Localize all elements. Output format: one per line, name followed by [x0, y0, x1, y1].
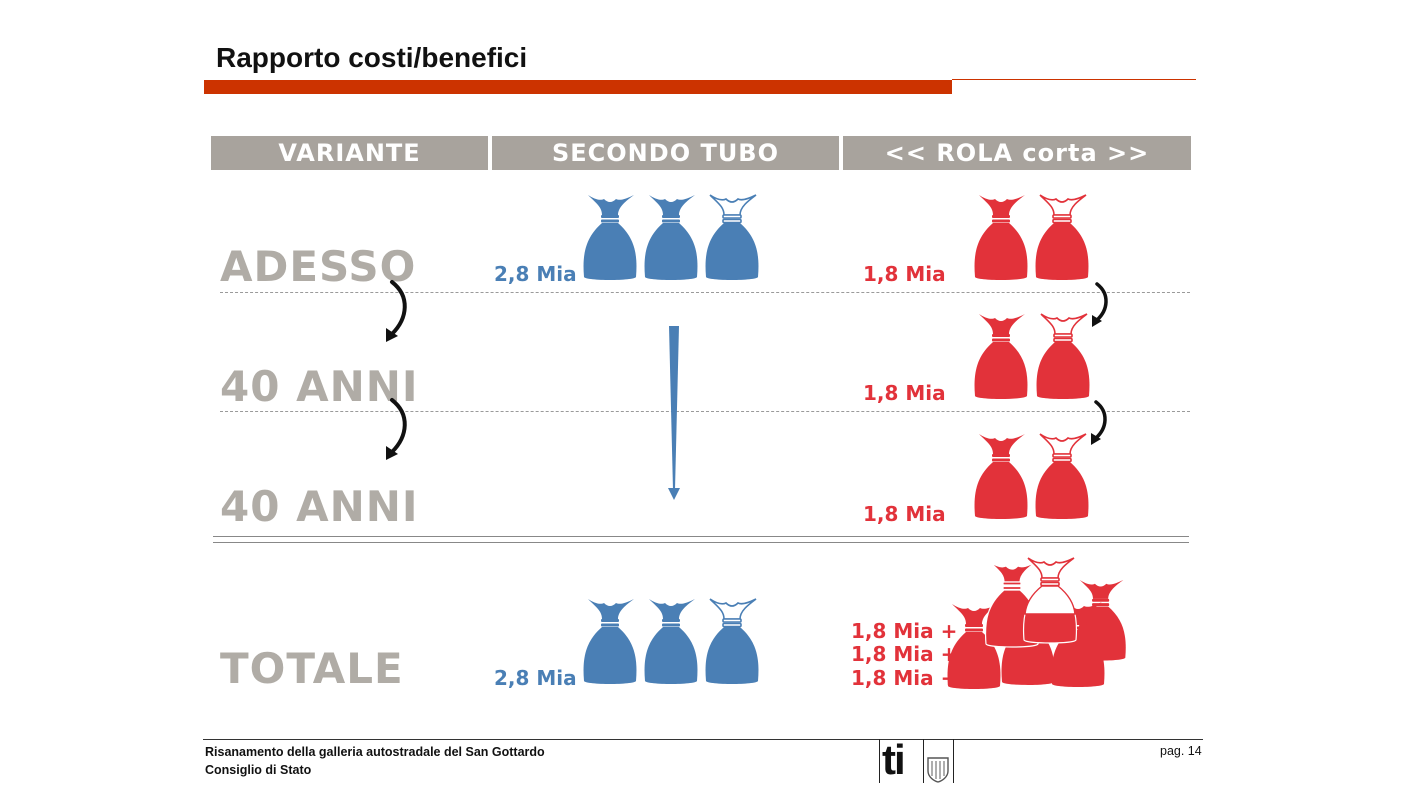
row-label-adesso: ADESSO — [220, 242, 417, 291]
secondo-tubo-adesso-amount: 2,8 Mia — [494, 262, 577, 286]
money-bag-icon — [1035, 433, 1089, 519]
money-bag-icon — [705, 194, 759, 280]
row-label-40-anni-1: 40 ANNI — [220, 362, 419, 411]
money-bag-icon — [974, 434, 1028, 519]
rola-40-anni-2-amount: 1,8 Mia — [863, 502, 946, 526]
row-label-40-anni-2: 40 ANNI — [220, 482, 419, 531]
title-accent-bar — [204, 80, 952, 94]
footer-rule — [203, 739, 1203, 740]
ticino-logo: ti — [882, 736, 906, 783]
money-bag-icon — [705, 598, 759, 684]
header-rola-corta: << ROLA corta >> — [843, 136, 1191, 170]
money-bag-icon — [1022, 557, 1078, 644]
row-separator — [220, 292, 1190, 293]
curved-arrow-icon — [390, 280, 407, 336]
logo-divider — [953, 739, 954, 783]
header-secondo-tubo: SECONDO TUBO — [492, 136, 839, 170]
total-separator — [213, 536, 1189, 537]
footer-line-2: Consiglio di Stato — [205, 763, 312, 777]
money-bag-icon — [974, 195, 1028, 280]
rola-40-anni-1-amount: 1,8 Mia — [863, 381, 946, 405]
logo-divider — [879, 739, 880, 783]
money-bag-icon — [583, 195, 637, 280]
title-rule — [952, 79, 1196, 80]
curved-arrow-icon — [1095, 282, 1108, 322]
rola-adesso-amount: 1,8 Mia — [863, 262, 946, 286]
money-bag-icon — [974, 314, 1028, 399]
header-variante: VARIANTE — [211, 136, 488, 170]
down-arrow-icon — [668, 326, 680, 500]
curved-arrow-icon — [1094, 400, 1107, 440]
rola-totale-line: 1,8 Mia + — [851, 642, 958, 666]
page-number: pag. 14 — [1160, 744, 1202, 758]
total-separator — [213, 542, 1189, 543]
rola-totale-line: 1,8 Mia + — [851, 619, 958, 643]
money-bag-icon — [583, 599, 637, 684]
row-label-totale: TOTALE — [220, 644, 404, 693]
row-separator — [220, 411, 1190, 412]
ticino-shield-icon — [927, 757, 949, 783]
money-bag-icon — [644, 195, 698, 280]
money-bag-icon — [1035, 194, 1089, 280]
footer-line-1: Risanamento della galleria autostradale … — [205, 745, 545, 759]
money-bag-icon — [1036, 313, 1090, 399]
secondo-tubo-totale-amount: 2,8 Mia — [494, 666, 577, 690]
rola-totale-line: 1,8 Mia + — [851, 666, 958, 690]
logo-divider — [923, 739, 924, 783]
money-bag-icon — [644, 599, 698, 684]
slide-title: Rapporto costi/benefici — [216, 42, 528, 73]
curved-arrow-icon — [390, 398, 407, 454]
